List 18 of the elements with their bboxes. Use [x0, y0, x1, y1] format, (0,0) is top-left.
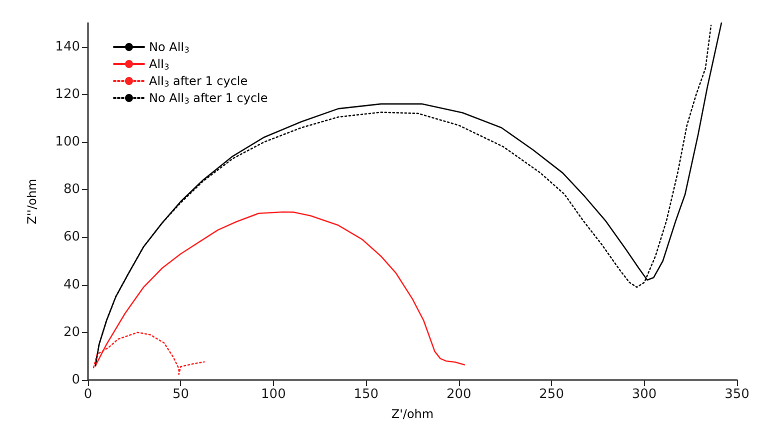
y-tick-label: 40 [63, 277, 80, 292]
x-tick-label: 50 [172, 387, 189, 402]
y-axis-title: Z''/ohm [25, 178, 39, 224]
y-tick-label: 0 [72, 372, 80, 388]
x-axis-title: Z'/ohm [391, 407, 434, 421]
x-tick-label: 350 [724, 387, 750, 402]
y-tick-label: 80 [63, 182, 80, 198]
y-tick-label: 140 [55, 39, 80, 54]
x-tick-label: 100 [261, 387, 286, 402]
y-tick-label: 60 [63, 230, 80, 245]
x-tick-label: 0 [84, 387, 92, 402]
x-tick-label: 250 [539, 387, 564, 402]
x-tick-label: 300 [632, 387, 657, 402]
x-tick-label: 200 [446, 387, 472, 402]
y-tick-label: 120 [55, 86, 80, 102]
y-tick-label: 100 [55, 134, 80, 150]
x-tick-label: 150 [354, 387, 379, 402]
y-tick-label: 20 [63, 324, 80, 340]
